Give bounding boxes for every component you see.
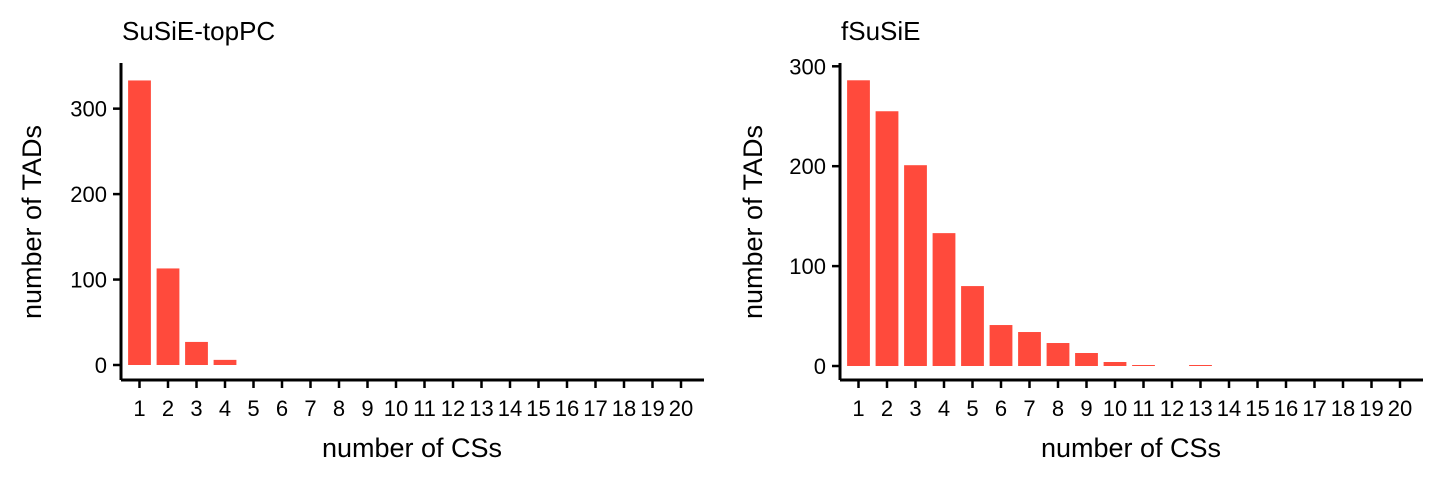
x-ticks: 1 2 3 4 5 6 7 8 9 10 11 12 13 14 15 16 17 18 19 20 [133, 380, 693, 421]
y-axis-label: number of TADs [738, 125, 768, 319]
bar-4 [932, 233, 956, 366]
x-tick-label: 8 [333, 396, 345, 421]
x-tick-label: 15 [526, 396, 550, 421]
panel-fsusie: fSuSiE number of CSs number of TADs 0100… [738, 16, 1423, 463]
x-ticks: 1 2 3 4 5 6 7 8 9 10 11 12 13 14 15 16 17 18 19 20 [852, 380, 1412, 421]
x-tick-label: 19 [1359, 396, 1383, 421]
x-tick-label: 13 [1188, 396, 1212, 421]
x-tick-label: 15 [1245, 396, 1269, 421]
x-axis-label: number of CSs [1041, 433, 1221, 463]
bars [128, 80, 237, 365]
bar-3 [185, 341, 208, 365]
x-tick-label: 10 [384, 396, 408, 421]
x-tick-label: 16 [555, 396, 579, 421]
x-tick-label: 17 [1302, 396, 1326, 421]
x-tick-label: 5 [247, 396, 259, 421]
bar-6 [989, 325, 1013, 366]
y-tick-label: 300 [70, 97, 107, 122]
y-tick-label: 200 [789, 154, 826, 179]
x-tick-label: 1 [133, 396, 145, 421]
bar-4 [213, 359, 237, 365]
panel-title: fSuSiE [841, 16, 921, 46]
bar-1 [847, 80, 870, 366]
bars [847, 80, 1212, 366]
x-tick-label: 19 [640, 396, 664, 421]
x-tick-label: 6 [995, 396, 1007, 421]
bar-2 [875, 111, 899, 366]
x-tick-label: 12 [441, 396, 465, 421]
panel-susie-toppc: SuSiE-topPC number of CSs number of TADs… [17, 16, 704, 463]
x-tick-label: 20 [1388, 396, 1412, 421]
y-ticks: 0 100 200 300 [70, 97, 121, 378]
y-tick-label: 100 [789, 254, 826, 279]
x-tick-label: 14 [1217, 396, 1241, 421]
x-tick-label: 2 [162, 396, 174, 421]
bar-1 [128, 80, 151, 365]
bar-9 [1075, 353, 1098, 366]
x-tick-label: 7 [304, 396, 316, 421]
bar-7 [1018, 332, 1041, 366]
bar-10 [1103, 362, 1127, 366]
x-tick-label: 9 [1080, 396, 1092, 421]
y-ticks: 0 100 200 300 [789, 54, 840, 379]
x-tick-label: 16 [1274, 396, 1298, 421]
x-tick-label: 20 [669, 396, 693, 421]
x-tick-label: 13 [469, 396, 493, 421]
x-axis-label: number of CSs [322, 433, 502, 463]
x-tick-label: 2 [881, 396, 893, 421]
x-tick-label: 18 [1331, 396, 1355, 421]
y-tick-label: 100 [70, 268, 107, 293]
y-axis-label: number of TADs [17, 125, 47, 319]
x-tick-label: 1 [852, 396, 864, 421]
panel-title: SuSiE-topPC [122, 16, 275, 46]
x-tick-label: 18 [612, 396, 636, 421]
y-tick-label: 0 [814, 354, 826, 379]
x-tick-label: 12 [1160, 396, 1184, 421]
bar-5 [961, 286, 984, 366]
y-tick-label: 300 [789, 54, 826, 79]
bar-8 [1046, 343, 1070, 366]
x-tick-label: 17 [583, 396, 607, 421]
x-tick-label: 11 [413, 396, 436, 421]
bar-2 [156, 268, 180, 365]
x-tick-label: 3 [909, 396, 921, 421]
x-tick-label: 5 [966, 396, 978, 421]
x-tick-label: 8 [1052, 396, 1064, 421]
x-tick-label: 10 [1103, 396, 1127, 421]
x-tick-label: 9 [361, 396, 373, 421]
y-tick-label: 200 [70, 182, 107, 207]
y-tick-label: 0 [95, 353, 107, 378]
x-tick-label: 4 [219, 396, 231, 421]
x-tick-label: 6 [276, 396, 288, 421]
x-tick-label: 4 [938, 396, 950, 421]
x-tick-label: 11 [1132, 396, 1155, 421]
bar-13 [1189, 365, 1212, 366]
x-tick-label: 14 [498, 396, 522, 421]
x-tick-label: 7 [1023, 396, 1035, 421]
x-tick-label: 3 [190, 396, 202, 421]
bar-11 [1132, 365, 1155, 366]
bar-3 [904, 165, 927, 366]
